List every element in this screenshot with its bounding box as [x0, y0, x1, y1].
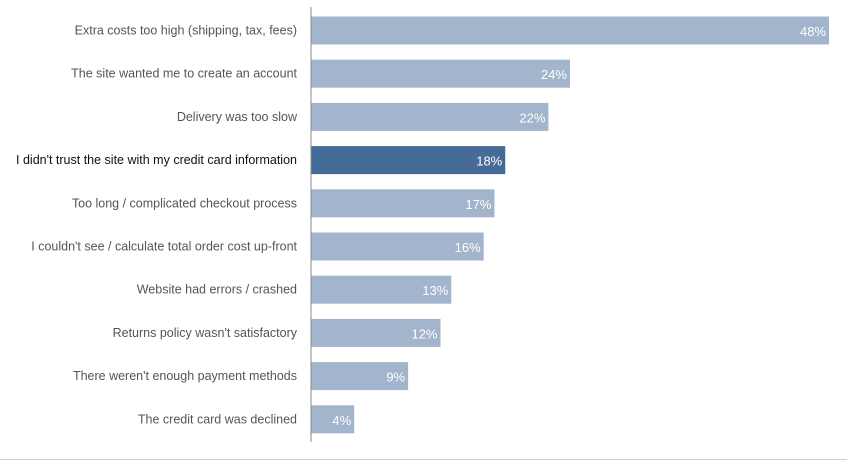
category-label-delivery-was-too-slow: Delivery was too slow — [177, 110, 298, 124]
category-label-there-weren-t-enough-payment-methods: There weren't enough payment methods — [73, 369, 297, 383]
category-label-website-had-errors-crashed: Website had errors / crashed — [137, 283, 297, 297]
value-label-i-couldn-t-see-calculate-total-order-cost-up-front: 16% — [455, 240, 481, 255]
value-label-returns-policy-wasn-t-satisfactory: 12% — [411, 326, 437, 341]
value-labels-group: 48% 24% 22% 18% 17% 16% 13% 12% 9% 4% — [332, 24, 826, 428]
category-label-too-long-complicated-checkout-process: Too long / complicated checkout process — [72, 196, 297, 210]
value-label-i-didn-t-trust-the-site-with-my-credit-card-information: 18% — [476, 154, 502, 169]
bar-i-couldn-t-see-calculate-total-order-cost-up-front — [311, 232, 484, 261]
value-label-the-credit-card-was-declined: 4% — [332, 413, 351, 428]
bars-group — [311, 16, 829, 434]
category-label-i-didn-t-trust-the-site-with-my-credit-card-information: I didn't trust the site with my credit c… — [16, 153, 297, 167]
bar-extra-costs-too-high-shipping-tax-fees — [311, 16, 829, 45]
category-label-the-credit-card-was-declined: The credit card was declined — [138, 412, 297, 426]
bar-the-site-wanted-me-to-create-an-account — [311, 59, 570, 88]
bar-the-credit-card-was-declined — [311, 405, 355, 434]
bar-returns-policy-wasn-t-satisfactory — [311, 318, 441, 347]
category-labels-group: Extra costs too high (shipping, tax, fee… — [16, 24, 298, 427]
bar-there-weren-t-enough-payment-methods — [311, 362, 409, 391]
value-label-website-had-errors-crashed: 13% — [422, 283, 448, 298]
value-label-extra-costs-too-high-shipping-tax-fees: 48% — [800, 24, 826, 39]
value-label-delivery-was-too-slow: 22% — [519, 110, 545, 125]
category-label-i-couldn-t-see-calculate-total-order-cost-up-front: I couldn't see / calculate total order c… — [31, 240, 297, 254]
category-label-extra-costs-too-high-shipping-tax-fees: Extra costs too high (shipping, tax, fee… — [75, 24, 297, 38]
bar-too-long-complicated-checkout-process — [311, 189, 495, 218]
bottom-divider — [0, 459, 847, 460]
category-label-returns-policy-wasn-t-satisfactory: Returns policy wasn't satisfactory — [113, 326, 298, 340]
value-label-too-long-complicated-checkout-process: 17% — [465, 197, 491, 212]
bar-delivery-was-too-slow — [311, 102, 549, 131]
category-label-the-site-wanted-me-to-create-an-account: The site wanted me to create an account — [71, 67, 297, 81]
value-label-the-site-wanted-me-to-create-an-account: 24% — [541, 67, 567, 82]
bar-i-didn-t-trust-the-site-with-my-credit-card-information — [311, 146, 506, 175]
bar-website-had-errors-crashed — [311, 275, 452, 304]
value-label-there-weren-t-enough-payment-methods: 9% — [386, 370, 405, 385]
